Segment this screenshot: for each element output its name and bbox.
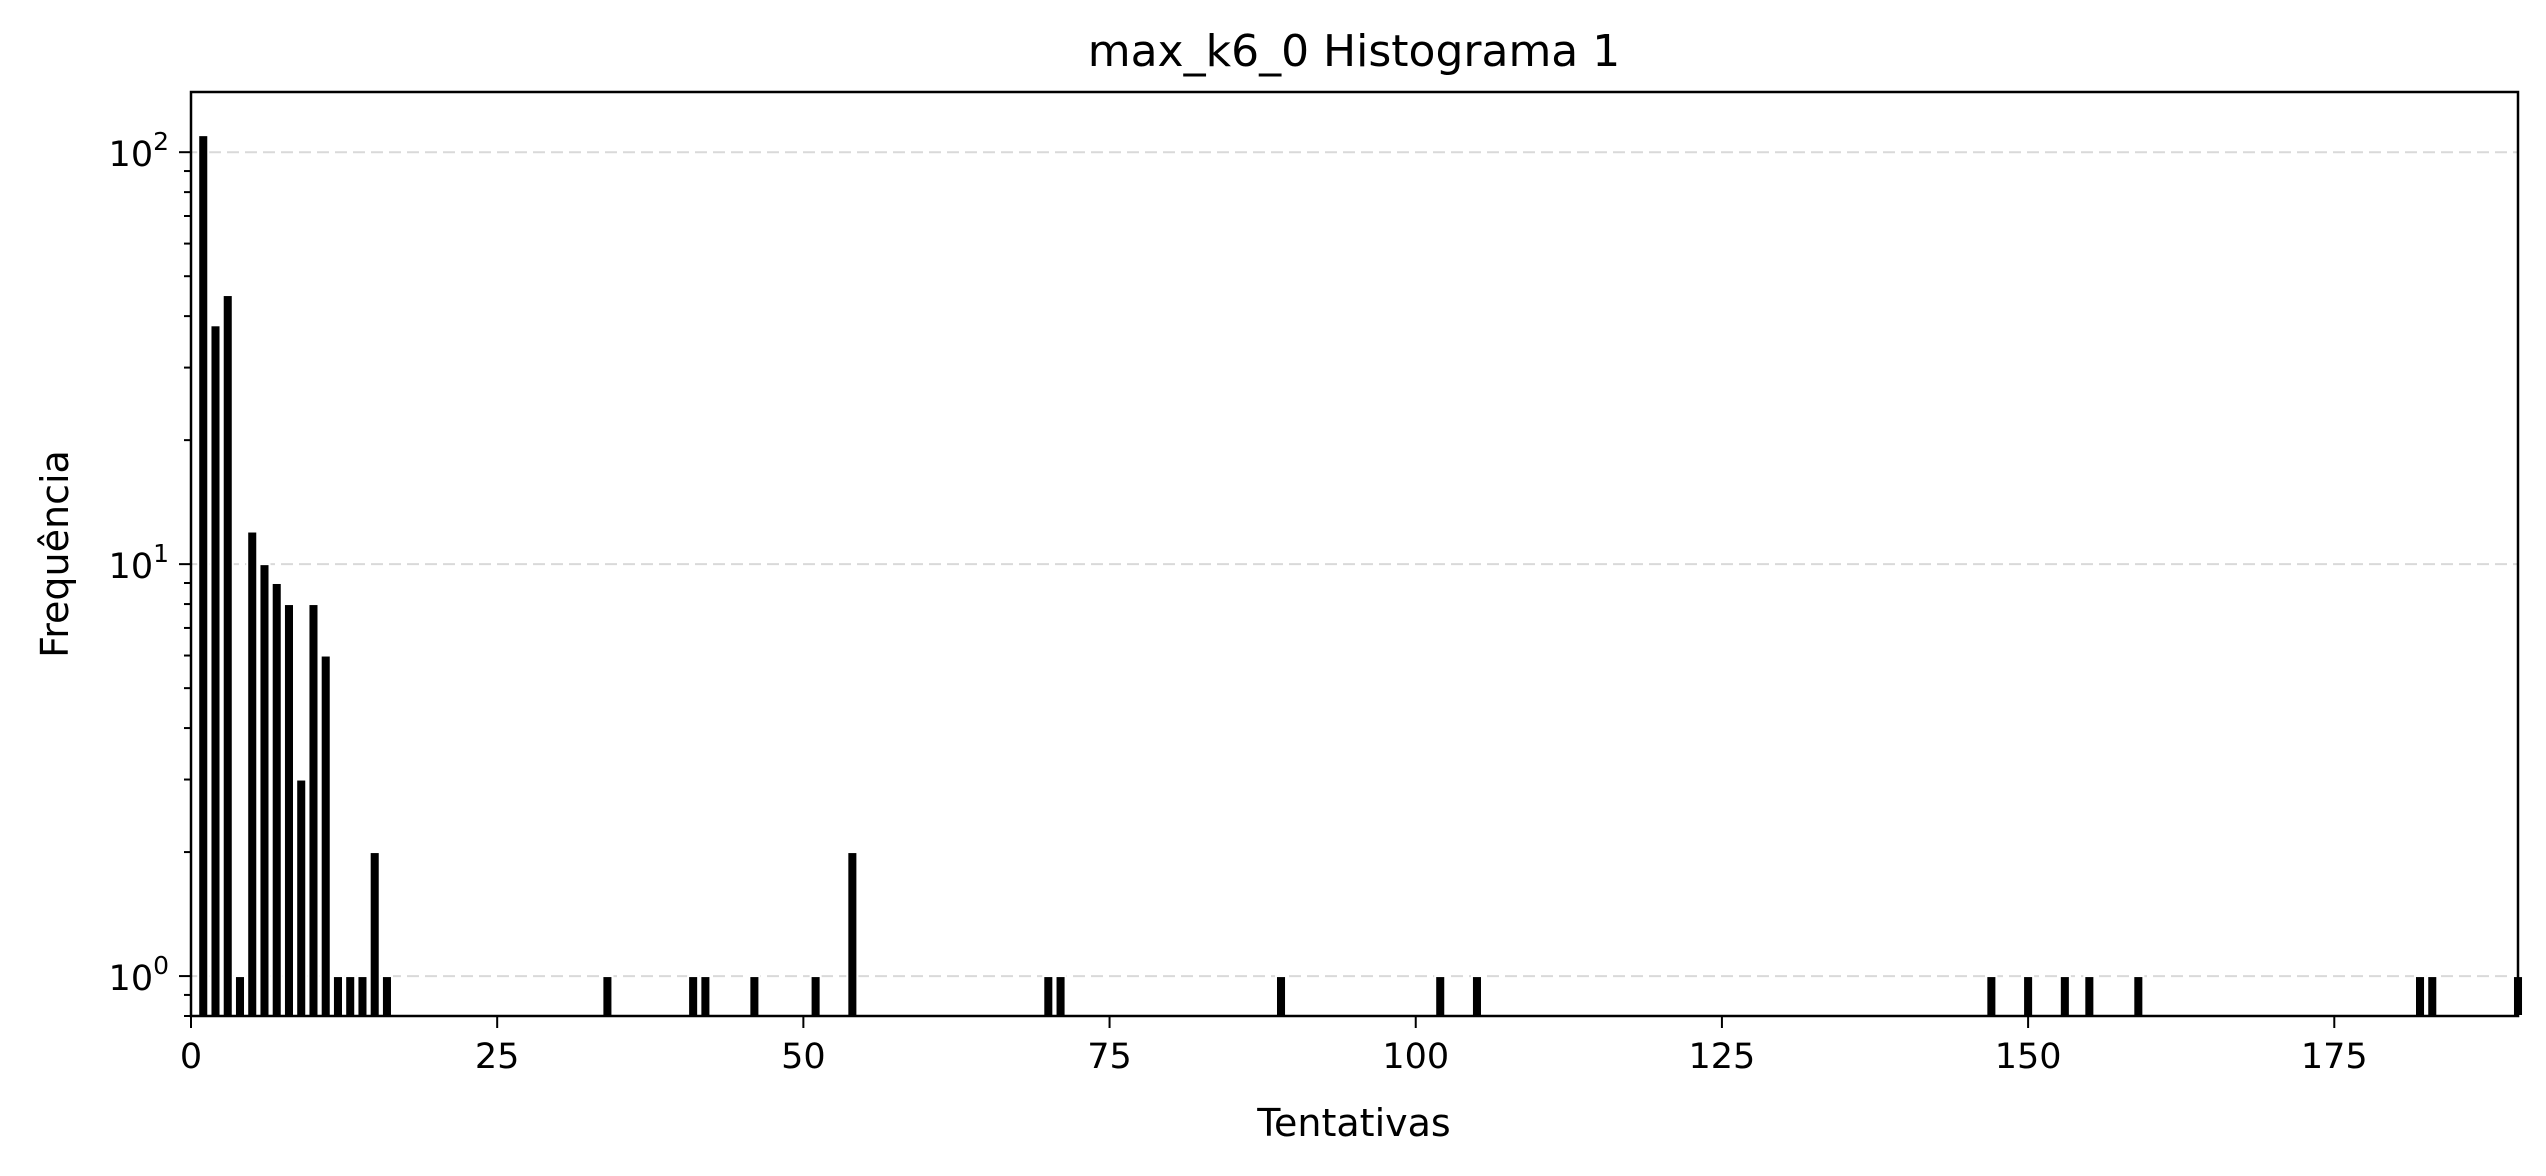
bar	[356, 975, 369, 1017]
y-tick-label: 102	[109, 127, 169, 175]
x-tick-label: 175	[2301, 1037, 2368, 1077]
bar	[197, 134, 210, 1017]
bar	[687, 975, 700, 1017]
bar	[809, 975, 822, 1017]
x-tick-label: 25	[475, 1037, 520, 1077]
bar	[846, 851, 859, 1017]
bar	[2413, 975, 2427, 1017]
x-tick-label: 0	[180, 1037, 202, 1077]
bar	[295, 778, 308, 1018]
bar	[270, 581, 283, 1017]
x-axis-ticks: 0 25 50 75 100 125 150 175	[180, 1016, 2368, 1077]
bar	[319, 654, 332, 1017]
bar	[380, 975, 393, 1017]
x-tick-label: 50	[781, 1037, 826, 1077]
bar	[331, 975, 344, 1017]
bar	[2058, 975, 2071, 1017]
bar	[2083, 975, 2096, 1017]
bar	[246, 530, 259, 1018]
bars	[197, 134, 2525, 1018]
x-axis-label: Tentativas	[1256, 1101, 1450, 1145]
x-tick-label: 100	[1382, 1037, 1449, 1077]
y-tick-label: 100	[109, 951, 169, 999]
bar	[307, 603, 320, 1017]
bar	[1985, 975, 1998, 1017]
bar	[1434, 975, 1447, 1017]
bar	[2132, 975, 2145, 1017]
bar	[601, 975, 614, 1017]
y-grid	[191, 151, 2518, 978]
chart-title: max_k6_0 Histograma 1	[1088, 26, 1621, 77]
y-axis-ticks: 100 101 102	[109, 127, 191, 999]
bar	[2022, 975, 2035, 1017]
bar	[233, 975, 247, 1017]
bar	[748, 975, 761, 1017]
y-axis-label: Frequência	[33, 450, 77, 658]
bar	[221, 294, 234, 1017]
bar	[1054, 975, 1067, 1017]
bar	[258, 563, 271, 1017]
bar	[1274, 975, 1288, 1017]
bar	[282, 603, 296, 1017]
bar	[209, 324, 222, 1017]
bar	[368, 851, 381, 1017]
x-tick-label: 150	[1995, 1037, 2062, 1077]
bar	[344, 975, 357, 1017]
bar	[699, 975, 712, 1017]
y-tick-label: 101	[109, 539, 169, 587]
bar	[1470, 975, 1483, 1017]
bar	[2426, 975, 2439, 1017]
x-tick-label: 125	[1689, 1037, 1756, 1077]
plot-frame	[189, 90, 2520, 1018]
x-tick-label: 75	[1087, 1037, 1132, 1077]
bar	[1042, 975, 1055, 1017]
